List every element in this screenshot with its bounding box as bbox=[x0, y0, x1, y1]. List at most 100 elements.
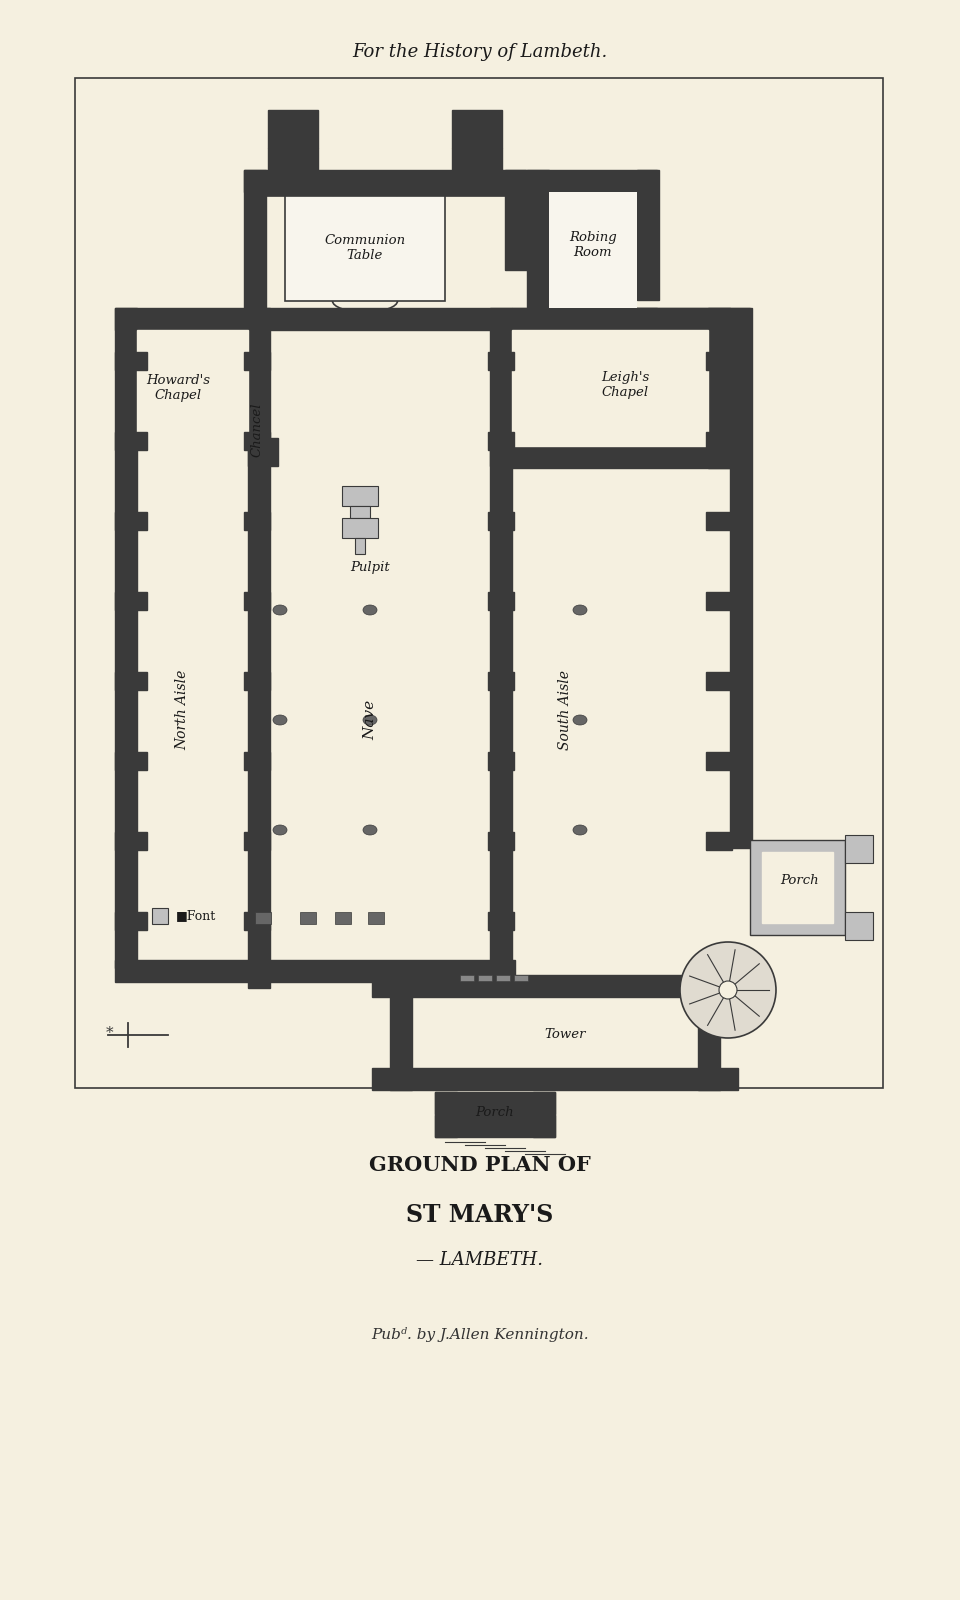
Text: Porch: Porch bbox=[476, 1106, 515, 1118]
Bar bbox=[244, 832, 270, 850]
Bar bbox=[342, 486, 378, 506]
Text: Pubᵈ. by J.Allen Kennington.: Pubᵈ. by J.Allen Kennington. bbox=[372, 1328, 588, 1342]
Bar bbox=[706, 352, 732, 370]
Bar bbox=[706, 512, 732, 530]
Bar bbox=[488, 672, 514, 690]
Bar bbox=[435, 1115, 555, 1138]
Bar bbox=[268, 149, 318, 170]
Bar bbox=[845, 912, 873, 939]
Ellipse shape bbox=[573, 826, 587, 835]
Bar bbox=[355, 538, 365, 554]
Text: South Aisle: South Aisle bbox=[558, 670, 572, 750]
Text: Pulpit: Pulpit bbox=[350, 562, 390, 574]
Bar bbox=[512, 307, 730, 330]
Circle shape bbox=[680, 942, 776, 1038]
Text: Porch: Porch bbox=[780, 874, 819, 886]
Text: Chancel: Chancel bbox=[251, 403, 263, 458]
Bar bbox=[706, 672, 732, 690]
Bar bbox=[549, 192, 637, 307]
Text: ST MARY'S: ST MARY'S bbox=[406, 1203, 554, 1227]
Bar bbox=[244, 170, 526, 192]
Bar bbox=[637, 170, 659, 301]
Bar bbox=[244, 170, 266, 330]
Bar bbox=[372, 1069, 390, 1090]
Bar bbox=[368, 912, 384, 925]
Bar bbox=[762, 851, 833, 923]
Bar bbox=[527, 170, 657, 192]
Bar bbox=[488, 832, 514, 850]
Bar bbox=[75, 78, 883, 1088]
Bar bbox=[115, 912, 147, 930]
Bar bbox=[708, 307, 730, 467]
Bar bbox=[390, 974, 720, 997]
Ellipse shape bbox=[363, 605, 377, 614]
Bar bbox=[750, 840, 845, 934]
Bar bbox=[137, 330, 248, 446]
Bar bbox=[452, 149, 502, 170]
Bar bbox=[244, 752, 270, 770]
Text: *: * bbox=[106, 1026, 113, 1040]
Bar bbox=[505, 170, 527, 270]
Circle shape bbox=[719, 981, 737, 998]
Bar bbox=[255, 912, 271, 925]
Text: GROUND PLAN OF: GROUND PLAN OF bbox=[370, 1155, 590, 1174]
Ellipse shape bbox=[273, 605, 287, 614]
Ellipse shape bbox=[363, 715, 377, 725]
Bar bbox=[706, 432, 732, 450]
Bar bbox=[152, 909, 168, 925]
Bar bbox=[244, 672, 270, 690]
Bar bbox=[390, 974, 412, 1090]
Bar bbox=[720, 1069, 738, 1090]
Bar bbox=[512, 330, 708, 446]
Bar bbox=[512, 446, 730, 467]
Bar bbox=[488, 912, 514, 930]
Bar bbox=[706, 592, 732, 610]
Bar bbox=[488, 432, 514, 450]
Text: ■Font: ■Font bbox=[176, 909, 216, 923]
Bar bbox=[266, 192, 526, 195]
Bar bbox=[244, 352, 270, 370]
Bar bbox=[490, 438, 520, 466]
Bar bbox=[248, 438, 278, 466]
Bar bbox=[244, 512, 270, 530]
Bar bbox=[342, 518, 378, 538]
Bar bbox=[488, 752, 514, 770]
Text: Howard's
Chapel: Howard's Chapel bbox=[146, 374, 210, 402]
Text: For the History of Lambeth.: For the History of Lambeth. bbox=[352, 43, 608, 61]
Bar bbox=[527, 170, 549, 330]
Bar bbox=[300, 912, 316, 925]
Bar bbox=[496, 974, 510, 981]
Bar bbox=[488, 352, 514, 370]
Bar bbox=[115, 307, 137, 968]
Text: Nave: Nave bbox=[363, 699, 377, 741]
Bar bbox=[435, 1091, 555, 1114]
Text: — LAMBETH.: — LAMBETH. bbox=[417, 1251, 543, 1269]
Bar bbox=[706, 832, 732, 850]
Bar bbox=[478, 974, 492, 981]
Bar bbox=[115, 352, 147, 370]
Ellipse shape bbox=[573, 605, 587, 614]
Bar bbox=[244, 912, 270, 930]
Bar bbox=[720, 974, 738, 997]
Bar bbox=[115, 512, 147, 530]
Bar bbox=[372, 974, 390, 997]
Ellipse shape bbox=[273, 826, 287, 835]
Bar bbox=[248, 307, 270, 987]
Bar bbox=[335, 912, 351, 925]
Ellipse shape bbox=[573, 715, 587, 725]
Bar bbox=[115, 432, 147, 450]
Text: Communion
Table: Communion Table bbox=[324, 234, 405, 262]
Bar bbox=[730, 307, 752, 848]
Bar bbox=[115, 592, 147, 610]
Bar bbox=[460, 974, 474, 981]
Bar bbox=[115, 960, 515, 982]
Ellipse shape bbox=[273, 715, 287, 725]
Bar bbox=[390, 1069, 720, 1090]
Bar bbox=[115, 307, 750, 330]
Bar bbox=[115, 752, 147, 770]
Bar bbox=[490, 307, 512, 987]
Bar bbox=[244, 592, 270, 610]
Bar bbox=[706, 752, 732, 770]
Bar bbox=[452, 110, 502, 149]
Bar bbox=[698, 974, 720, 1090]
